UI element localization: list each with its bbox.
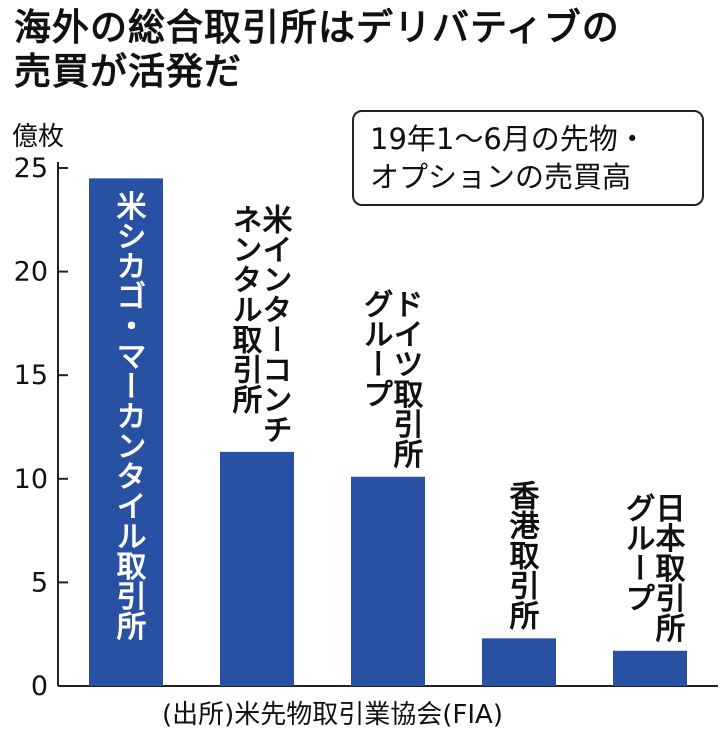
period-note-line-1: 19年1～6月の先物・ (370, 122, 647, 156)
category-label-5: グループ (620, 493, 655, 613)
y-axis-unit-label: 億枚 (12, 122, 65, 152)
y-tick-label: 10 (14, 464, 48, 495)
category-label-1: 米シカゴ・マーカンタイル取引所 (111, 190, 147, 641)
y-tick-label: 20 (14, 257, 48, 288)
category-label-3: グループ (358, 289, 393, 409)
bar-4 (482, 638, 556, 686)
bar-5 (613, 650, 687, 686)
y-tick-label: 25 (14, 153, 48, 184)
y-tick-label: 5 (31, 567, 48, 598)
chart-title: 海外の総合取引所はデリバティブの 売買が活発だ (14, 6, 620, 94)
title-line-1: 海外の総合取引所はデリバティブの (14, 6, 620, 49)
category-label-2: 米インターコンチ (257, 204, 293, 444)
period-note-box: 19年1～6月の先物・ オプションの売買高 (352, 110, 704, 206)
category-label-4: 香港取引所 (504, 480, 540, 631)
bar-3 (351, 476, 425, 686)
bar-1 (89, 178, 163, 687)
category-label-2: ネンタル取引所 (227, 204, 263, 415)
title-line-2: 売買が活発だ (14, 50, 242, 93)
y-tick-label: 0 (31, 671, 48, 702)
category-label-5: 日本取引所 (650, 493, 686, 644)
category-label-3: ドイツ取引所 (388, 289, 424, 470)
source-note: (出所)米先物取引業協会(FIA) (162, 700, 503, 730)
period-note-line-2: オプションの売買高 (370, 160, 632, 194)
y-tick-label: 15 (14, 360, 48, 391)
bar-2 (220, 451, 294, 686)
